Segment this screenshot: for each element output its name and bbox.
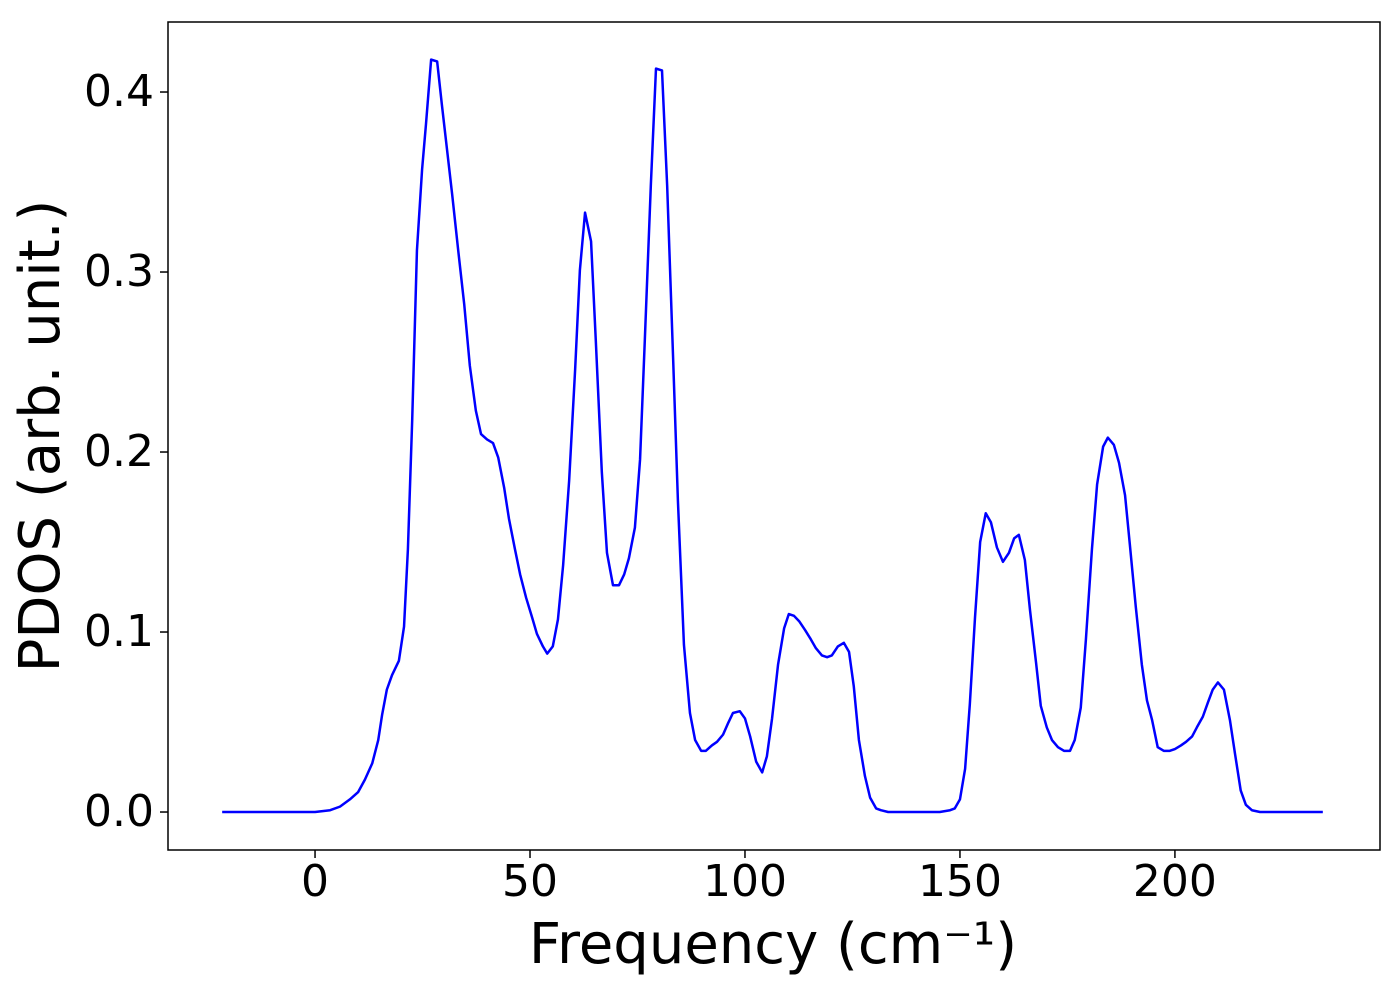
y-axis-label: PDOS (arb. unit.): [8, 200, 73, 673]
x-tick-label: 150: [918, 856, 1002, 907]
data-line: [222, 58, 1323, 814]
y-tick-label: 0.3: [84, 246, 154, 297]
x-tick-label: 100: [703, 856, 787, 907]
plot-frame: [167, 21, 1381, 851]
x-axis-label: Frequency (cm⁻¹): [529, 912, 1017, 977]
y-tick-label: 0.2: [84, 426, 154, 477]
y-tick-label: 0.0: [84, 786, 154, 837]
y-tick-label: 0.1: [84, 606, 154, 657]
y-tick-label: 0.4: [84, 66, 154, 117]
x-tick-label: 50: [502, 856, 558, 907]
x-tick-label: 200: [1133, 856, 1217, 907]
x-tick-label: 0: [301, 856, 329, 907]
